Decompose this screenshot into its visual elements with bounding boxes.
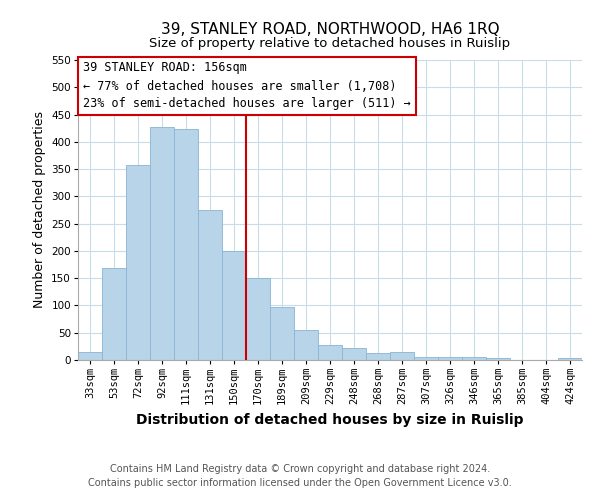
Bar [294, 330, 318, 360]
X-axis label: Distribution of detached houses by size in Ruislip: Distribution of detached houses by size … [136, 413, 524, 427]
Bar [414, 358, 438, 360]
Bar [486, 358, 510, 360]
Text: Size of property relative to detached houses in Ruislip: Size of property relative to detached ho… [149, 38, 511, 51]
Bar [390, 352, 414, 360]
Bar [462, 358, 486, 360]
Bar [558, 358, 582, 360]
Y-axis label: Number of detached properties: Number of detached properties [33, 112, 46, 308]
Bar [78, 352, 102, 360]
Bar [222, 251, 246, 360]
Bar [246, 278, 270, 360]
Bar [198, 210, 222, 360]
Bar [174, 128, 198, 360]
Bar [342, 348, 366, 360]
Bar [126, 166, 150, 360]
Bar [150, 127, 174, 360]
Bar [318, 346, 342, 360]
Text: 39 STANLEY ROAD: 156sqm
← 77% of detached houses are smaller (1,708)
23% of semi: 39 STANLEY ROAD: 156sqm ← 77% of detache… [83, 62, 411, 110]
Bar [438, 358, 462, 360]
Text: Contains HM Land Registry data © Crown copyright and database right 2024.
Contai: Contains HM Land Registry data © Crown c… [88, 464, 512, 487]
Text: 39, STANLEY ROAD, NORTHWOOD, HA6 1RQ: 39, STANLEY ROAD, NORTHWOOD, HA6 1RQ [161, 22, 499, 38]
Bar [102, 268, 126, 360]
Bar [270, 307, 294, 360]
Bar [366, 354, 390, 360]
